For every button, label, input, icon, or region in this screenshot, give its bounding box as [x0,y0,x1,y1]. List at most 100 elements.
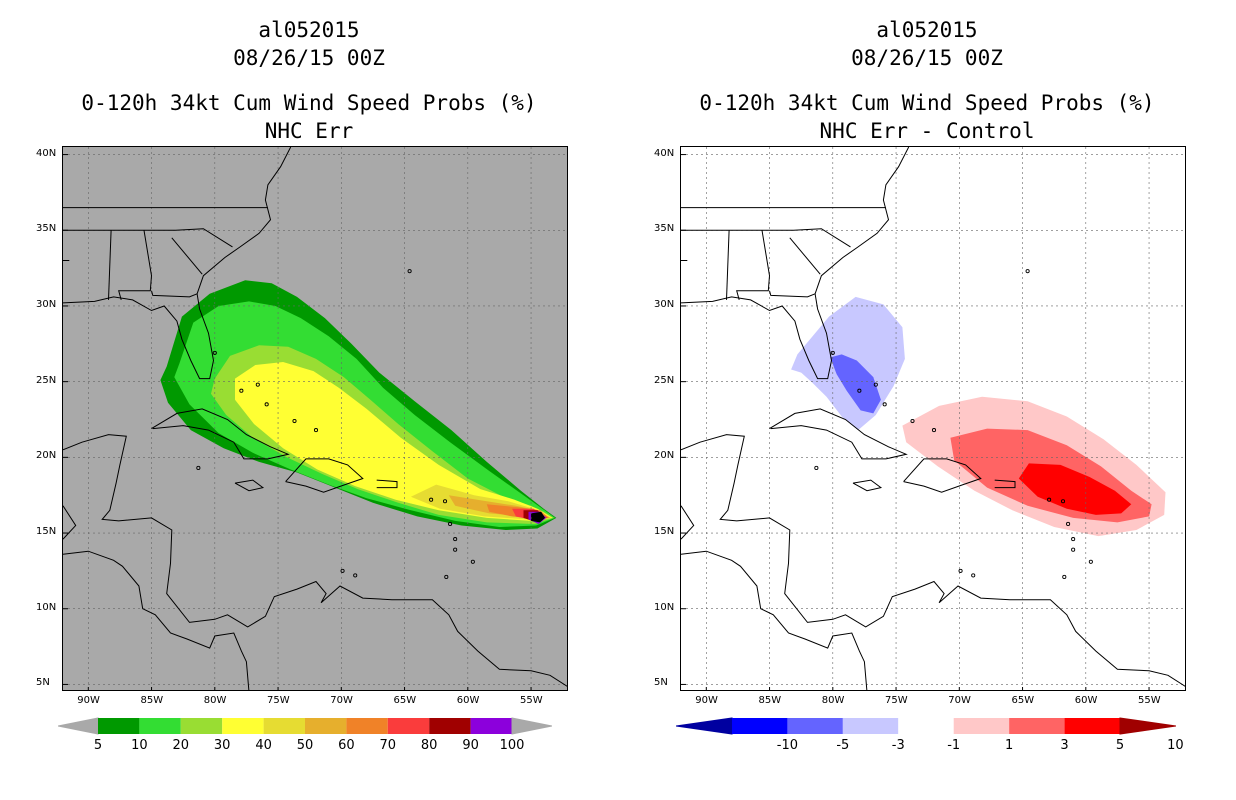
lon-tick-label: 65W [1011,695,1035,706]
colorbar-swatch [787,718,843,734]
island-outline [873,382,878,387]
colorbar-swatch [842,718,899,734]
run-title: NHC Err [264,119,354,143]
lat-tick-label: 35N [36,223,57,235]
island-outline [453,537,458,542]
lat-tick-label: 40N [654,147,675,159]
lon-tick-label: 80W [821,695,845,706]
colorbar-label: 100 [499,738,525,753]
lat-tick-label: 20N [36,450,57,462]
island-outline [1071,537,1076,542]
lon-tick-label: 75W [885,695,908,706]
colorbar-label: 5 [93,738,103,753]
lon-tick-label: 60W [1074,695,1098,706]
lat-tick-label: 15N [654,526,675,538]
valid-time-title: 08/26/15 00Z [233,46,385,70]
lon-tick-label: 70W [948,695,971,706]
colorbar-label: 10 [131,738,148,753]
lon-tick-label: 60W [456,695,480,706]
island-outline [255,382,260,387]
colorbar-swatch [732,718,788,734]
lon-tick-label: 55W [1138,695,1161,706]
island-outline [353,573,358,578]
colorbar-bar [58,717,552,735]
island-outline [448,521,453,527]
coastline [108,230,112,300]
lat-tick-label: 25N [36,374,57,386]
colorbar-label: 40 [255,738,272,753]
coastline [285,458,364,493]
lat-tick-label: 20N [654,450,675,462]
island-outline [830,350,835,355]
colorbar-swatch [470,718,512,734]
right-chart-panel: al052015 08/26/15 00Z 0-120h 34kt Cum Wi… [618,0,1236,800]
colorbar-swatch [1064,718,1120,734]
colorbar-swatch [305,718,347,734]
coastline [63,147,292,380]
lon-tick-label: 70W [330,695,353,706]
colorbar-over-arrow [511,717,552,735]
island-outline [453,547,458,552]
coastline [903,458,982,493]
lat-tick-label: 10N [36,601,57,613]
island-outline [407,269,412,274]
colorbar-label: 70 [379,738,397,753]
colorbar-label: -5 [836,738,850,753]
lon-tick-label: 80W [203,695,227,706]
colorbar-label: 30 [213,738,231,753]
contour-fill-30 [235,362,553,521]
colorbar-under-arrow [676,717,733,735]
lat-tick-label: 40N [36,147,57,159]
contour-fill-5 [1018,463,1132,515]
colorbar-swatch [387,718,430,734]
lat-tick-label: 10N [654,601,675,613]
island-outline [292,418,297,424]
colorbar-swatch [429,718,471,734]
colorbar-swatch [953,718,1010,734]
island-outline [264,402,269,407]
probability-map [63,147,567,690]
colorbar-swatch [1009,718,1065,734]
colorbar-label: 3 [1060,738,1069,753]
island-outline [910,418,915,424]
valid-time-title: 08/26/15 00Z [851,46,1003,70]
island-outline [857,388,862,393]
coastline [63,434,567,687]
map-plot-area [62,146,568,691]
variable-title: 0-120h 34kt Cum Wind Speed Probs (%) [699,91,1155,115]
coastline [63,550,250,690]
lat-tick-label: 5N [36,677,50,689]
colorbar-under-arrow [58,717,99,735]
colorbar-label: -1 [947,738,961,753]
colorbar-swatch [98,718,140,734]
coastline [736,230,771,301]
colorbar-swatch [222,718,264,734]
island-outline [442,499,448,504]
colorbar-swatch [139,718,181,734]
coastline [681,550,868,690]
coastline [681,147,910,380]
coastline [234,479,265,492]
coastline [63,505,77,540]
colorbar-swatch [346,718,388,734]
colorbar-label: -10 [776,738,799,753]
colorbar-swatch [263,718,305,734]
island-outline [931,428,937,433]
coastline [726,230,730,300]
coastline [118,230,153,301]
coastline [681,434,1185,687]
island-outline [212,350,217,355]
island-outline [313,428,319,433]
colorbar [58,714,552,738]
colorbar-label: -3 [891,738,905,753]
lon-tick-label: 65W [393,695,417,706]
storm-id-title: al052015 [258,18,360,42]
difference-map [681,147,1185,690]
island-outline [196,465,201,470]
coastline [681,228,851,248]
island-outline [1088,559,1093,564]
island-outline [1025,269,1030,274]
colorbar-label: 60 [338,738,355,753]
colorbar-label: 10 [1167,738,1184,753]
island-outline [882,402,887,407]
